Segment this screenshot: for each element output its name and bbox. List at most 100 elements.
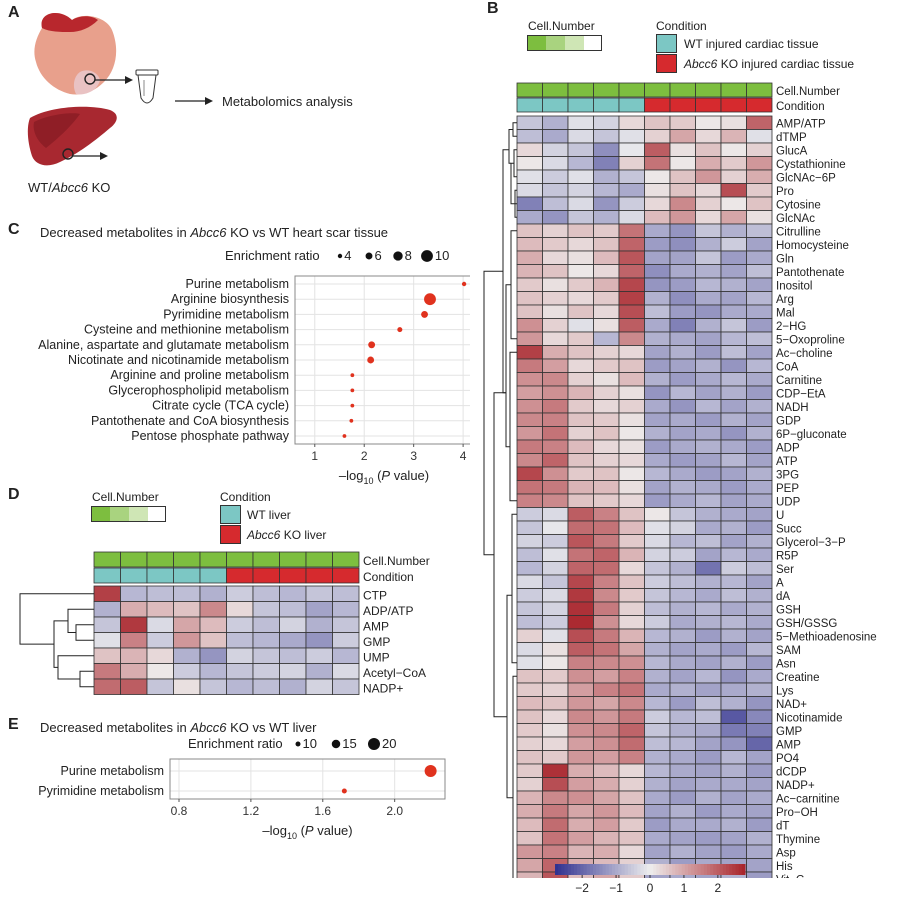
row-label: Asn	[776, 659, 796, 671]
data-point	[350, 373, 355, 378]
heatmap-cell	[567, 844, 594, 859]
heatmap-cell	[618, 156, 645, 171]
heatmap-cell	[644, 331, 671, 346]
colorbar-segment	[678, 864, 683, 875]
heatmap-cell	[593, 790, 620, 805]
heatmap-cell	[542, 358, 569, 373]
heatmap-cell	[644, 453, 671, 468]
heatmap-cell	[695, 588, 722, 603]
heatmap-cell	[593, 223, 620, 238]
colorbar-segment	[713, 864, 717, 875]
heatmap-cell	[542, 453, 569, 468]
heatmap-cell	[746, 277, 773, 292]
heatmap-cell	[542, 480, 569, 495]
heatmap-cell	[516, 345, 543, 360]
heatmap-cell	[669, 561, 696, 576]
row-label: GMP	[776, 726, 803, 738]
heatmap-cell	[305, 632, 333, 649]
condition-cell	[332, 567, 360, 584]
heatmap-cell	[173, 632, 201, 649]
heatmap-cell	[593, 507, 620, 522]
heatmap-cell	[542, 250, 569, 265]
heatmap-cell	[593, 439, 620, 454]
heatmap-cell	[644, 493, 671, 508]
row-label: UMP	[363, 651, 390, 665]
heatmap-cell	[567, 250, 594, 265]
heatmap-cell	[746, 115, 773, 130]
colorbar-segment	[703, 864, 708, 875]
heatmap-cell	[644, 642, 671, 657]
heatmap-cell	[644, 817, 671, 832]
heatmap-cell	[542, 277, 569, 292]
colorbar-tick-label: 0	[647, 881, 654, 895]
heatmap-cell	[746, 777, 773, 792]
heatmap-cell	[720, 291, 747, 306]
heatmap-cell	[332, 601, 360, 618]
b-legend-ko: Abcc6 KO injured cardiac tissue	[684, 57, 855, 71]
row-label: GDP	[776, 416, 801, 428]
heatmap-cell	[618, 628, 645, 643]
heatmap-cell	[746, 493, 773, 508]
heatmap-cell	[720, 399, 747, 414]
heatmap-cell	[720, 507, 747, 522]
heatmap-cell	[695, 250, 722, 265]
heatmap-cell	[542, 601, 569, 616]
heatmap-cell	[618, 264, 645, 279]
cell-number-cell	[618, 82, 645, 98]
heatmap-cell	[332, 585, 360, 602]
heatmap-cell	[516, 264, 543, 279]
heatmap-cell	[567, 345, 594, 360]
heatmap-cell	[567, 777, 594, 792]
row-label: ADP	[776, 443, 800, 455]
heatmap-cell	[593, 385, 620, 400]
heatmap-cell	[593, 682, 620, 697]
heatmap-cell	[644, 264, 671, 279]
dendrogram-branch	[513, 149, 517, 178]
row-label: NADP+	[776, 780, 815, 792]
heatmap-cell	[746, 237, 773, 252]
heatmap-cell	[695, 642, 722, 657]
data-point	[350, 403, 355, 408]
heatmap-cell	[542, 790, 569, 805]
heatmap-cell	[542, 169, 569, 184]
heatmap-cell	[252, 632, 280, 649]
heatmap-cell	[567, 264, 594, 279]
heatmap-cell	[644, 831, 671, 846]
colorbar-segment	[574, 864, 578, 875]
heatmap-cell	[226, 601, 254, 618]
condition-cell	[695, 97, 722, 113]
heatmap-cell	[173, 601, 201, 618]
row-label: dT	[776, 821, 789, 833]
x-tick-label: 1	[311, 449, 318, 463]
heatmap-cell	[695, 196, 722, 211]
condition-cell	[226, 567, 254, 584]
heatmap-cell	[746, 358, 773, 373]
heatmap-cell	[120, 678, 148, 695]
heatmap-cell	[669, 804, 696, 819]
heatmap-cell	[542, 696, 569, 711]
heatmap-cell	[226, 616, 254, 633]
heatmap-cell	[542, 196, 569, 211]
heatmap-cell	[746, 615, 773, 630]
heatmap-cell	[252, 663, 280, 680]
heatmap-cell	[746, 561, 773, 576]
category-label: Pentose phosphate pathway	[131, 429, 290, 443]
heatmap-cell	[567, 196, 594, 211]
row-label: Homocysteine	[776, 240, 849, 252]
heatmap-cell	[567, 142, 594, 157]
colorbar-segment	[643, 864, 648, 875]
heatmap-cell	[516, 763, 543, 778]
heatmap-cell	[695, 750, 722, 765]
condition-cell	[252, 567, 280, 584]
heatmap-cell	[695, 480, 722, 495]
heatmap-cell	[618, 169, 645, 184]
heatmap-cell	[720, 156, 747, 171]
x-tick-label: 0.8	[171, 804, 188, 818]
heatmap-cell	[593, 129, 620, 144]
row-label: Thymine	[776, 834, 820, 846]
heatmap-cell	[593, 696, 620, 711]
size-legend-dot	[368, 738, 380, 750]
heatmap-cell	[669, 426, 696, 441]
heatmap-cell	[567, 534, 594, 549]
